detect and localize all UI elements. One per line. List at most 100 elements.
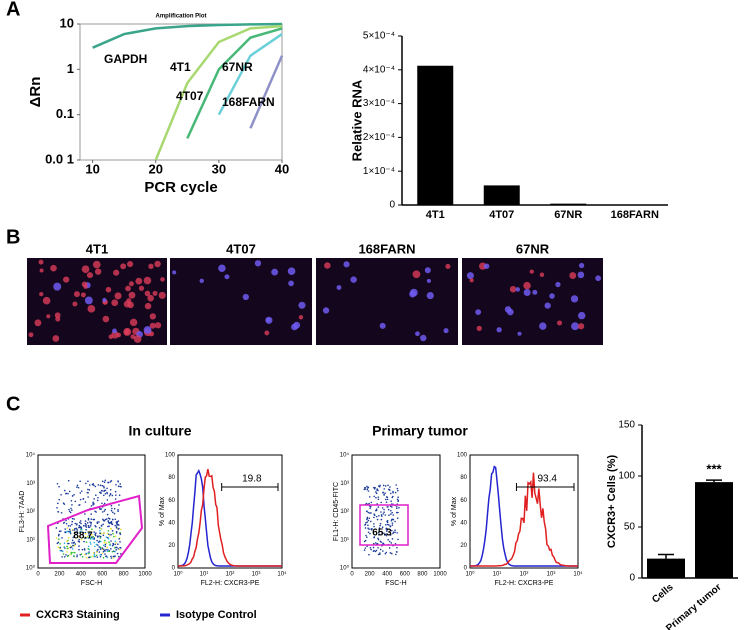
event	[117, 520, 120, 522]
cell	[218, 264, 226, 273]
cell	[555, 281, 561, 288]
event	[115, 526, 118, 528]
event	[109, 488, 112, 491]
flow-y-title: % of Max	[451, 496, 458, 526]
flow-y-tick: 100	[165, 453, 176, 459]
event	[368, 496, 371, 498]
event	[66, 551, 68, 553]
cell	[420, 334, 427, 342]
event	[386, 519, 389, 522]
event	[76, 486, 78, 488]
event	[389, 525, 392, 528]
event	[396, 546, 398, 549]
event	[364, 539, 367, 542]
event	[385, 496, 388, 498]
event	[88, 556, 91, 559]
event	[370, 501, 373, 504]
event	[104, 479, 107, 482]
flow-y-tick: 10⁰	[340, 565, 350, 572]
event	[103, 541, 106, 544]
event	[107, 525, 109, 528]
event	[111, 550, 114, 553]
event	[368, 502, 370, 505]
event	[377, 546, 379, 549]
cell	[52, 335, 60, 342]
flow-x-tick: 400	[76, 572, 87, 578]
event	[73, 555, 75, 558]
event	[70, 499, 73, 502]
flow-y-tick: 40	[168, 520, 175, 526]
event	[93, 541, 96, 544]
event	[79, 521, 81, 524]
event	[83, 540, 85, 543]
event	[119, 485, 121, 488]
event	[387, 506, 389, 508]
event	[372, 486, 375, 489]
event	[388, 488, 390, 491]
event	[91, 528, 93, 530]
event	[373, 516, 375, 519]
cell	[469, 278, 474, 283]
event	[92, 552, 95, 554]
event	[76, 531, 78, 534]
flow-y-title: FL3-H: 7AAD	[19, 491, 26, 533]
event	[377, 506, 380, 508]
event	[377, 538, 380, 541]
cell	[143, 326, 152, 334]
event	[102, 550, 105, 553]
event	[99, 537, 102, 539]
y-tick-label: 0	[389, 200, 395, 211]
cell	[517, 331, 522, 336]
flow-y-tick: 10²	[340, 509, 349, 515]
event	[104, 518, 107, 521]
cell	[111, 331, 119, 339]
flow-x-tick: 200	[365, 572, 376, 578]
event	[104, 553, 106, 555]
curve-label: GAPDH	[104, 52, 147, 66]
event	[120, 553, 122, 555]
event	[388, 514, 390, 516]
event	[367, 511, 370, 514]
event	[110, 548, 112, 550]
event	[96, 544, 99, 546]
event	[89, 556, 92, 558]
event	[101, 480, 104, 483]
cell	[154, 322, 162, 329]
event	[380, 518, 383, 521]
event	[60, 530, 62, 532]
flow-y-tick: 20	[168, 543, 175, 549]
cell	[102, 315, 110, 323]
event	[373, 495, 375, 498]
event	[384, 552, 387, 555]
event	[86, 522, 89, 524]
cell	[322, 307, 330, 314]
event	[65, 522, 68, 525]
panel-label: B	[6, 226, 20, 248]
event	[73, 493, 75, 496]
event	[86, 552, 88, 554]
event	[112, 542, 114, 545]
flow-y-tick: 60	[460, 498, 467, 504]
event	[61, 556, 63, 558]
event	[87, 480, 89, 483]
event	[78, 535, 81, 538]
event	[117, 543, 119, 546]
event	[390, 513, 392, 515]
event	[70, 551, 73, 554]
gate-value: 65.3	[372, 528, 392, 539]
event	[364, 487, 367, 489]
flow-frame	[351, 454, 441, 569]
event	[375, 492, 378, 495]
event	[383, 532, 385, 535]
event	[109, 481, 112, 483]
event	[78, 524, 81, 527]
event	[69, 530, 71, 532]
event	[115, 494, 117, 496]
event	[95, 532, 97, 534]
event	[101, 502, 103, 505]
event	[388, 547, 391, 549]
event	[69, 531, 71, 534]
legend-label: CXCR3 Staining	[36, 609, 120, 621]
event	[111, 523, 114, 526]
event	[68, 508, 70, 511]
